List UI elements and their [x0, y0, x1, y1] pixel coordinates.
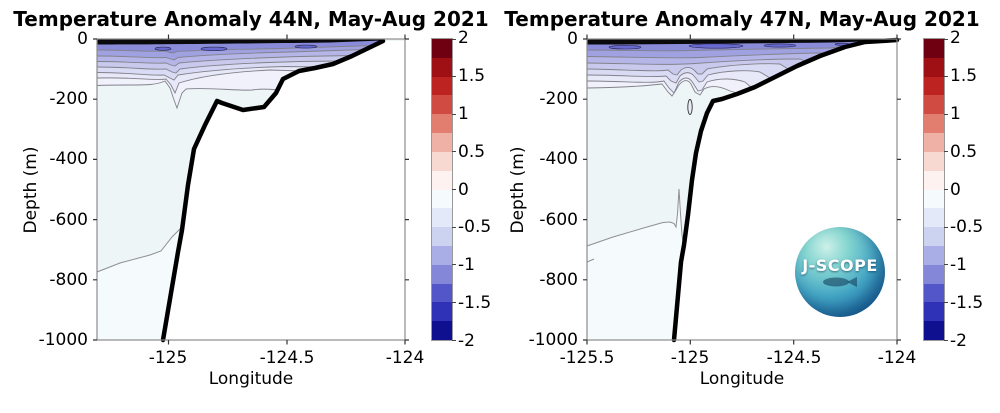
- colorbar-tick-label: -1: [950, 255, 967, 276]
- y-tick-label: -800: [539, 270, 578, 290]
- colorbar-tick-label: 1.5: [458, 65, 486, 86]
- colorbar-tick-label: 0: [458, 179, 469, 200]
- y-tick-label: 0: [567, 29, 578, 49]
- colorbar-tick-label: -0.5: [950, 217, 984, 238]
- y-tick-label: -800: [49, 270, 88, 290]
- x-tick-label: -124.5: [766, 348, 822, 368]
- x-tick-label: -125.5: [559, 348, 615, 368]
- colorbar-tick-label: -1.5: [950, 293, 984, 314]
- x-tick-label: -124: [877, 348, 917, 368]
- jscope-logo: J-SCOPE: [795, 227, 885, 317]
- x-tick-label: -124.5: [259, 348, 315, 368]
- y-tick-label: -1000: [528, 330, 578, 350]
- x-tick-label: -125: [670, 348, 710, 368]
- y-tick-label: 0: [77, 29, 88, 49]
- x-axis-label-44n: Longitude: [208, 369, 294, 389]
- y-tick-label: -200: [49, 89, 88, 109]
- x-tick-label: -125: [148, 348, 188, 368]
- colorbar-tick-label: -0.5: [458, 217, 492, 238]
- colorbar-47n: [923, 38, 948, 341]
- colorbar-tick-label: -1: [458, 255, 475, 276]
- colorbar-tick-label: 1: [950, 103, 961, 124]
- colorbar-tick-label: -2: [458, 331, 475, 351]
- colorbar-44n: [431, 38, 456, 341]
- colorbar-tick-label: 0.5: [458, 141, 486, 162]
- colorbar-tick-label: 2: [458, 28, 469, 48]
- plot-title-44n: Temperature Anomaly 44N, May-Aug 2021: [13, 7, 489, 31]
- colorbar-tick-label: 1: [458, 103, 469, 124]
- y-tick-label: -600: [539, 210, 578, 230]
- y-tick-label: -1000: [38, 330, 88, 350]
- colorbar-tick-label: -2: [950, 331, 967, 351]
- colorbar-tick-label: -1.5: [458, 293, 492, 314]
- plot-title-47n: Temperature Anomaly 47N, May-Aug 2021: [504, 7, 980, 31]
- x-axis-label-47n: Longitude: [699, 369, 785, 389]
- fish-icon: [823, 276, 857, 287]
- colorbar-tick-label: 1.5: [950, 65, 978, 86]
- contour-section-44n: [93, 34, 409, 345]
- y-tick-label: -400: [539, 149, 578, 169]
- y-tick-label: -200: [539, 89, 578, 109]
- colorbar-tick-label: 0: [950, 179, 961, 200]
- colorbar-tick-label: 2: [950, 28, 961, 48]
- jscope-logo-text: J-SCOPE: [802, 255, 878, 275]
- x-tick-label: -124: [385, 348, 425, 368]
- y-tick-label: -600: [49, 210, 88, 230]
- y-tick-label: -400: [49, 149, 88, 169]
- colorbar-tick-label: 0.5: [950, 141, 978, 162]
